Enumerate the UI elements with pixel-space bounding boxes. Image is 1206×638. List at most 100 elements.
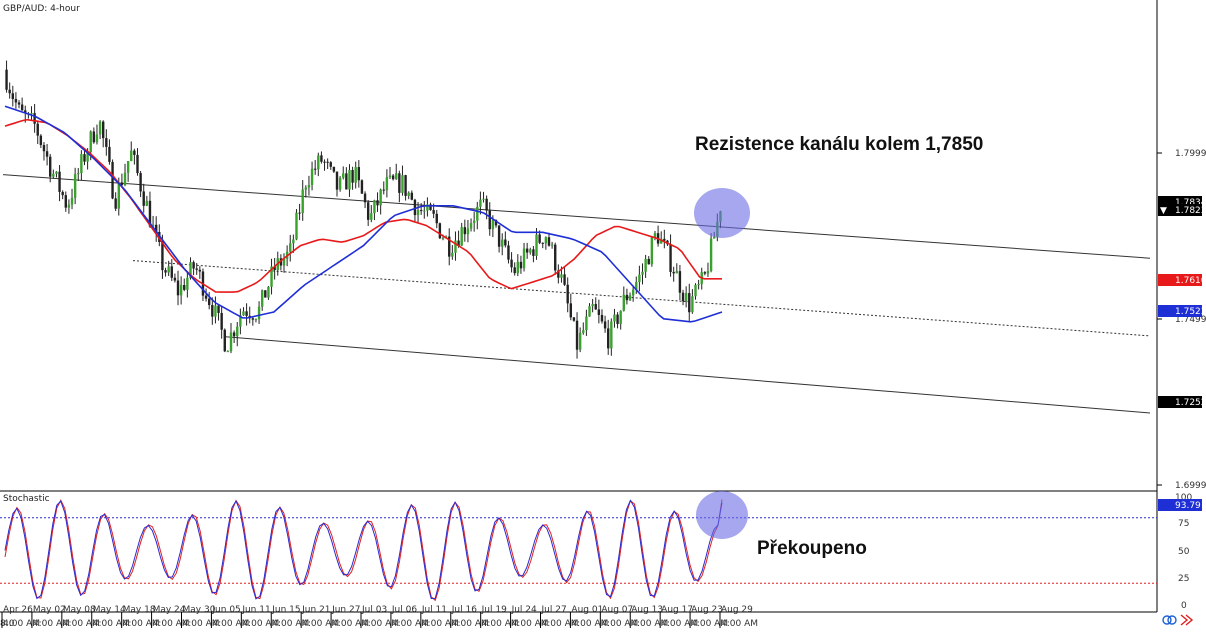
candle-body (594, 304, 597, 310)
time-hour-label: 4:00 AM (392, 619, 429, 629)
candle-body (142, 191, 145, 206)
candle-body (507, 245, 510, 260)
candle-body (282, 258, 286, 266)
low-level-label: 1.7252 (1175, 398, 1206, 408)
candle-body (120, 182, 124, 186)
candle-body (332, 166, 336, 172)
candle-body (335, 171, 339, 190)
candle-body (544, 237, 548, 244)
time-hour-label: 4:00 AM (332, 619, 369, 629)
time-hour-label: 4:00 AM (721, 619, 758, 629)
candle-body (36, 123, 39, 136)
candle-body (183, 284, 186, 290)
candle-body (622, 294, 626, 311)
candle-body (161, 241, 164, 271)
candle-body (83, 154, 86, 162)
candle-body (307, 184, 311, 188)
stoch-value-badge (1158, 499, 1202, 511)
candle-body (697, 284, 700, 286)
time-hour-label: 4:00 AM (302, 619, 339, 629)
candle-body (416, 210, 420, 216)
candle-body (547, 237, 551, 246)
candle-body (310, 168, 314, 185)
candle-body (186, 277, 189, 290)
time-date-label: Jul 16 (451, 605, 477, 615)
candle-body (64, 195, 67, 208)
candle-body (382, 189, 385, 191)
time-date-label: May 24 (153, 605, 186, 615)
time-hour-label: 4:00 AM (153, 619, 190, 629)
candle-body (270, 266, 273, 287)
candle-body (610, 321, 613, 349)
candle-body (167, 266, 170, 273)
candle-body (485, 198, 488, 211)
candle-body (342, 173, 345, 178)
stochastic-axis: 100 75 50 25 0 93.79 (1158, 493, 1202, 611)
candle-body (404, 175, 407, 196)
time-hour-label: 4:00 AM (482, 619, 519, 629)
candle-body (613, 314, 616, 322)
candle-body (663, 238, 666, 241)
candle-body (647, 258, 650, 265)
stoch-k-line (4, 499, 723, 600)
candle-body (597, 309, 601, 315)
candle-body (226, 351, 230, 353)
stoch-tick: 25 (1178, 574, 1189, 584)
candle-body (628, 295, 632, 301)
link-icon[interactable] (1162, 615, 1177, 625)
candle-body (385, 177, 389, 191)
low-level-badge (1158, 396, 1202, 408)
candle-body (435, 213, 438, 224)
candle-body (644, 258, 647, 272)
candle-body (410, 192, 414, 200)
stoch-tick: 75 (1178, 519, 1189, 529)
candle-body (108, 146, 111, 162)
candle-body (423, 210, 426, 212)
candle-body (535, 234, 538, 256)
candle-body (204, 295, 208, 299)
time-hour-label: 4:00 AM (512, 619, 549, 629)
stochastic-lines (0, 499, 1157, 602)
time-date-label: May 14 (93, 605, 126, 615)
candle-body (441, 238, 445, 240)
time-date-label: Jun 27 (331, 605, 360, 615)
candle-body (351, 170, 354, 183)
stoch-signal-line (4, 499, 723, 602)
candle-body (257, 306, 261, 320)
candle-body (323, 161, 326, 163)
candle-body (560, 274, 563, 278)
candle-body (114, 198, 117, 209)
candle-body (504, 239, 507, 246)
candle-body (703, 272, 707, 274)
candle-body (61, 191, 64, 196)
red-ma-badge (1158, 274, 1202, 286)
candle-body (8, 89, 11, 94)
candle-body (625, 294, 629, 301)
stoch-value-label: 93.79 (1175, 501, 1201, 511)
candle-body (616, 314, 619, 324)
candle-body (11, 93, 14, 99)
candle-body (98, 121, 102, 135)
candle-body (681, 292, 685, 302)
candle-body (407, 192, 410, 196)
candle-body (600, 314, 604, 322)
candle-body (55, 171, 58, 174)
candle-body (198, 269, 202, 272)
candle-body (569, 303, 573, 318)
candle-body (563, 274, 566, 285)
candle-body (588, 306, 591, 317)
candle-body (111, 161, 114, 199)
candle-body (42, 145, 46, 152)
channel-lower-line (223, 336, 1151, 414)
scroll-right-icon[interactable] (1180, 614, 1194, 626)
candle-body (304, 187, 308, 190)
candle-body (457, 240, 460, 246)
candle-body (264, 290, 267, 298)
candle-body (73, 174, 77, 198)
candle-body (488, 210, 491, 230)
blue-ma-label: 1.7523 (1175, 307, 1206, 317)
candle-body (419, 210, 423, 212)
candle-body (519, 261, 523, 269)
candle-body (320, 155, 323, 162)
candle-body (694, 284, 697, 297)
